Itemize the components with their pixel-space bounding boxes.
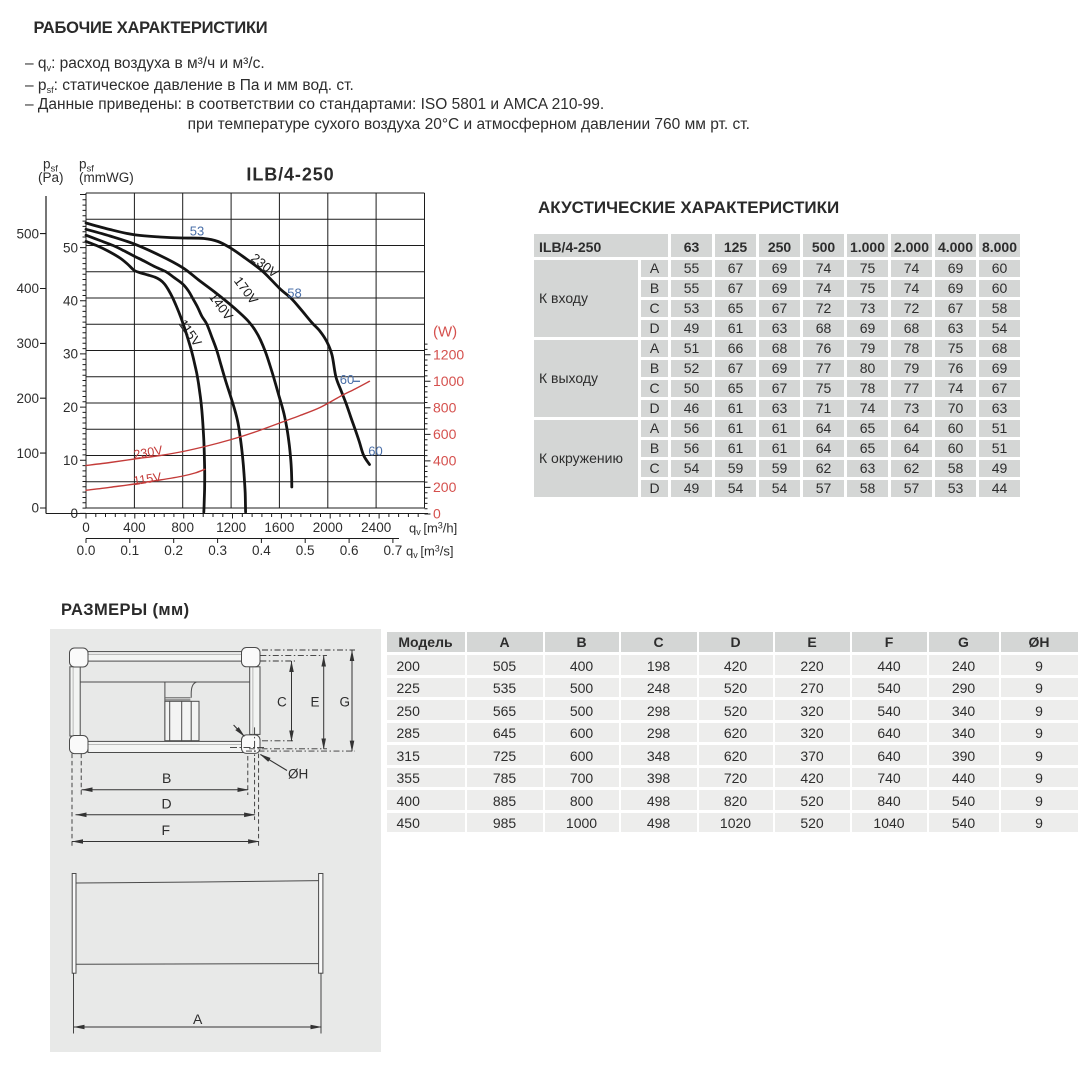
- svg-text:0: 0: [433, 506, 441, 522]
- svg-text:200: 200: [433, 479, 457, 495]
- svg-text:600: 600: [433, 426, 457, 442]
- svg-text:0.6: 0.6: [340, 543, 359, 558]
- svg-text:1200: 1200: [433, 346, 464, 362]
- svg-text:170V: 170V: [231, 274, 261, 308]
- svg-text:30: 30: [63, 347, 78, 362]
- svg-text:20: 20: [63, 400, 78, 415]
- svg-text:G: G: [340, 695, 351, 710]
- svg-text:(W): (W): [433, 324, 457, 341]
- svg-text:400: 400: [433, 453, 457, 469]
- svg-text:0: 0: [31, 501, 39, 516]
- svg-text:ILB/4-250: ILB/4-250: [246, 165, 334, 185]
- svg-text:500: 500: [16, 226, 39, 241]
- svg-text:F: F: [162, 822, 171, 838]
- svg-text:0.1: 0.1: [120, 543, 139, 558]
- svg-text:400: 400: [16, 281, 39, 296]
- svg-text:800: 800: [171, 520, 194, 535]
- svg-text:(Pa): (Pa): [38, 170, 64, 185]
- svg-text:0.2: 0.2: [164, 543, 183, 558]
- svg-text:1000: 1000: [433, 373, 464, 389]
- svg-text:ØH: ØH: [288, 767, 308, 782]
- svg-text:50: 50: [63, 240, 78, 255]
- svg-text:0: 0: [82, 520, 90, 535]
- svg-text:0.0: 0.0: [77, 543, 96, 558]
- svg-text:D: D: [162, 796, 172, 812]
- svg-text:qv [m3/h]: qv [m3/h]: [409, 521, 457, 538]
- svg-text:1600: 1600: [264, 520, 294, 535]
- svg-text:0.4: 0.4: [252, 543, 271, 558]
- svg-text:2400: 2400: [361, 520, 391, 535]
- svg-text:(mmWG): (mmWG): [79, 170, 134, 185]
- svg-text:40: 40: [63, 294, 78, 309]
- svg-text:1200: 1200: [216, 520, 246, 535]
- svg-text:115V: 115V: [176, 317, 205, 350]
- svg-text:10: 10: [63, 453, 78, 468]
- svg-text:300: 300: [16, 336, 39, 351]
- svg-text:115V: 115V: [132, 470, 163, 488]
- svg-text:0.3: 0.3: [208, 543, 227, 558]
- svg-text:100: 100: [16, 446, 39, 461]
- svg-text:800: 800: [433, 400, 457, 416]
- svg-text:200: 200: [16, 391, 39, 406]
- svg-text:B: B: [162, 770, 171, 786]
- svg-text:C: C: [277, 695, 287, 710]
- svg-text:0.5: 0.5: [296, 543, 315, 558]
- svg-text:E: E: [311, 695, 320, 710]
- svg-text:2000: 2000: [313, 520, 343, 535]
- svg-text:58: 58: [287, 286, 301, 301]
- svg-text:A: A: [193, 1011, 203, 1027]
- svg-text:60: 60: [340, 372, 354, 387]
- svg-text:qv [m3/s]: qv [m3/s]: [406, 544, 454, 561]
- svg-text:0.7: 0.7: [384, 543, 403, 558]
- svg-text:400: 400: [123, 520, 146, 535]
- svg-text:230V: 230V: [248, 250, 281, 281]
- svg-text:60: 60: [368, 444, 382, 459]
- svg-text:53: 53: [190, 224, 204, 239]
- svg-text:230V: 230V: [133, 443, 165, 462]
